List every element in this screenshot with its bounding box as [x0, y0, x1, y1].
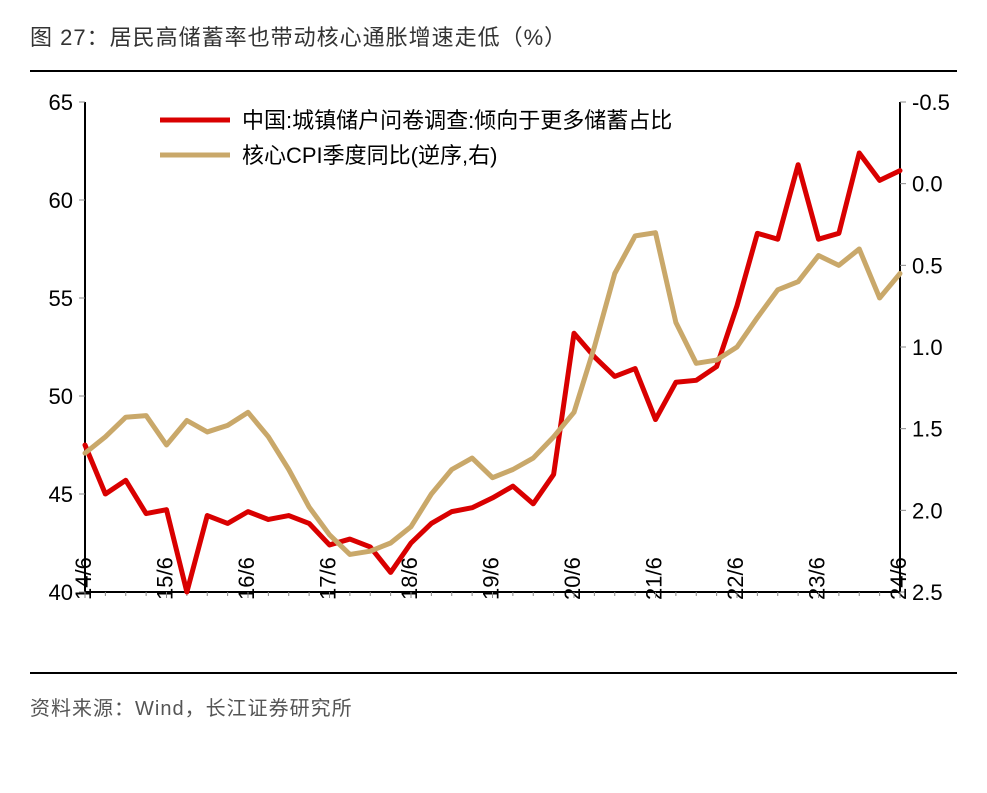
y-left-tick-label: 55 — [49, 286, 73, 311]
x-tick-label: 16/6 — [234, 557, 259, 600]
series-line — [85, 153, 900, 592]
y-left-tick-label: 45 — [49, 482, 73, 507]
y-left-tick-label: 65 — [49, 92, 73, 115]
x-tick-label: 21/6 — [641, 557, 666, 600]
y-left-tick-label: 40 — [49, 580, 73, 605]
legend-label: 核心CPI季度同比(逆序,右) — [242, 143, 497, 168]
x-tick-label: 20/6 — [560, 557, 585, 600]
y-right-tick-label: 1.5 — [912, 417, 943, 442]
x-tick-label: 22/6 — [723, 557, 748, 600]
y-right-tick-label: 2.5 — [912, 580, 943, 605]
rule-top — [30, 70, 957, 72]
chart-title: 图 27：居民高储蓄率也带动核心通胀增速走低（%） — [30, 20, 957, 52]
y-right-tick-label: 2.0 — [912, 498, 943, 523]
y-right-tick-label: 1.0 — [912, 335, 943, 360]
x-tick-label: 18/6 — [397, 557, 422, 600]
y-right-tick-label: -0.5 — [912, 92, 950, 115]
x-tick-label: 19/6 — [478, 557, 503, 600]
x-tick-label: 17/6 — [315, 557, 340, 600]
y-right-tick-label: 0.5 — [912, 253, 943, 278]
y-left-tick-label: 50 — [49, 384, 73, 409]
chart-svg: 40 45 50 55 60 65 -0.5 0.0 0.5 1.0 1.5 2.0 2.5 14/6 15… — [30, 92, 957, 662]
series-line — [85, 233, 900, 555]
legend-label: 中国:城镇储户问卷调查:倾向于更多储蓄占比 — [242, 108, 672, 133]
chart-area: 40 45 50 55 60 65 -0.5 0.0 0.5 1.0 1.5 2.0 2.5 14/6 15… — [30, 92, 957, 662]
rule-bottom — [30, 672, 957, 674]
x-tick-label: 15/6 — [152, 557, 177, 600]
y-left-tick-label: 60 — [49, 188, 73, 213]
x-tick-label: 23/6 — [804, 557, 829, 600]
x-tick-label: 24/6 — [886, 557, 911, 600]
y-right-tick-label: 0.0 — [912, 172, 943, 197]
chart-source: 资料来源：Wind，长江证券研究所 — [30, 692, 957, 721]
x-tick-label: 14/6 — [71, 557, 96, 600]
